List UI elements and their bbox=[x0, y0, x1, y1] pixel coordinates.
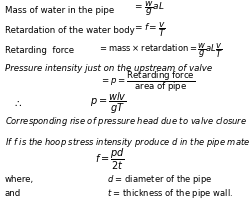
Text: Mass of water in the pipe: Mass of water in the pipe bbox=[5, 6, 114, 15]
Text: $f = \dfrac{pd}{2t}$: $f = \dfrac{pd}{2t}$ bbox=[95, 146, 125, 171]
Text: $t$ = thickness of the pipe wall.: $t$ = thickness of the pipe wall. bbox=[107, 186, 234, 199]
Text: $p = \dfrac{wlv}{gT}$: $p = \dfrac{wlv}{gT}$ bbox=[90, 90, 127, 115]
Text: $= \dfrac{w}{g}aL$: $= \dfrac{w}{g}aL$ bbox=[133, 0, 165, 18]
Text: where,: where, bbox=[5, 174, 34, 183]
Text: Corresponding rise of pressure head due to valve closure $= \dfrac{p}{w} = \dfra: Corresponding rise of pressure head due … bbox=[5, 112, 249, 134]
Text: $\therefore$: $\therefore$ bbox=[12, 98, 22, 108]
Text: and: and bbox=[5, 188, 21, 197]
Text: Pressure intensity just on the upstream of valve: Pressure intensity just on the upstream … bbox=[5, 64, 212, 73]
Text: $= f = \dfrac{v}{T}$: $= f = \dfrac{v}{T}$ bbox=[133, 20, 166, 39]
Text: $= {\rm mass} \times {\rm retardation} = \dfrac{w}{g}aL\dfrac{v}{T}$: $= {\rm mass} \times {\rm retardation} =… bbox=[98, 41, 223, 59]
Text: Retarding  force: Retarding force bbox=[5, 46, 74, 55]
Text: If $f$ is the hoop stress intensity produce $d$ in the pipe material,: If $f$ is the hoop stress intensity prod… bbox=[5, 135, 249, 148]
Text: $d$ = diameter of the pipe: $d$ = diameter of the pipe bbox=[107, 172, 213, 185]
Text: $= p = \dfrac{{\rm Retarding\;force}}{{\rm area\;of\;pipe}}$: $= p = \dfrac{{\rm Retarding\;force}}{{\… bbox=[100, 69, 195, 94]
Text: Retardation of the water body: Retardation of the water body bbox=[5, 26, 135, 35]
